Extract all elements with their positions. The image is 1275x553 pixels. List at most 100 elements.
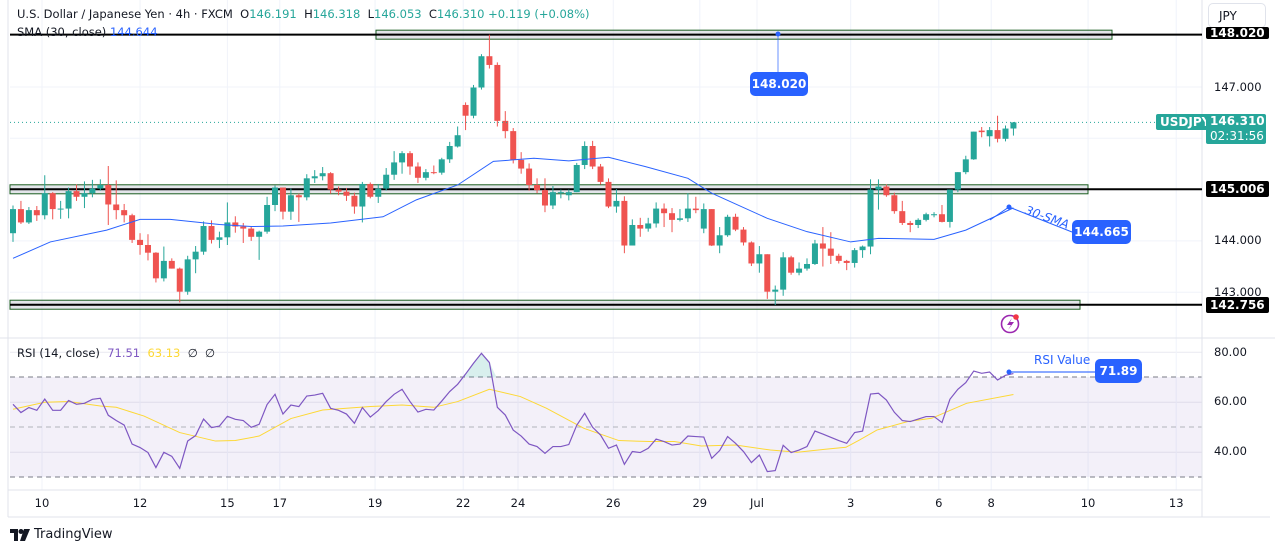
candle-body [716,235,723,246]
candle [653,202,660,228]
candle-body [740,229,747,243]
close-value: 146.310 [436,7,485,21]
lightning-bolt-icon[interactable] [1000,314,1020,334]
high-callout-anchor[interactable] [775,31,781,37]
candle-body [486,56,493,65]
candle-body [669,213,676,220]
candle-body [1002,128,1009,139]
rsi-label[interactable]: RSI Value [1034,353,1091,367]
sma-legend-title: SMA (30, close) [17,25,107,39]
candle [33,206,40,221]
candle-body [851,250,858,263]
candle [931,212,938,218]
candle-body [597,166,604,182]
candle [105,166,112,225]
sma-legend[interactable]: SMA (30, close) 144.644 [17,25,158,39]
candle-body [724,216,731,236]
candle-body [399,153,406,163]
candle-body [541,190,548,206]
sma-callout[interactable]: 144.665 [1072,220,1131,244]
price-tick: 143.000 [1214,285,1262,299]
candle [708,209,715,247]
candle-body [835,255,842,261]
candle [478,54,485,90]
candle [700,203,707,234]
candle-body [414,166,421,178]
symbol-tag: USDJPY [1156,114,1215,130]
candle [81,181,88,209]
candle [399,151,406,174]
candle-body [375,188,382,197]
currency-button[interactable]: JPY [1208,3,1266,28]
candle-body [518,159,525,169]
sma-legend-value: 144.644 [109,25,158,39]
open-value: 146.191 [249,7,297,21]
candle [740,227,747,246]
rsi-ma-line [12,388,1014,453]
candle [49,192,56,220]
candle-body [25,210,32,223]
candle [224,202,231,246]
candle-body [192,251,199,260]
sma-callout-anchor[interactable] [1006,204,1012,210]
candle [962,155,969,175]
candle [621,196,628,254]
rsi-tick: 60.00 [1214,394,1247,408]
logo-text: TradingView [34,527,113,542]
candle [994,115,1001,143]
candle [819,227,826,267]
candle [192,246,199,274]
candle [391,151,398,180]
candle [581,141,588,170]
rsi-legend-value: 71.51 [107,346,141,360]
rsi-callout-anchor[interactable] [1006,369,1012,375]
rsi-legend-na: ∅ [205,346,216,360]
candle-body [351,195,358,207]
candle [184,255,191,295]
candle [534,178,541,194]
candle [1002,125,1009,142]
tradingview-logo[interactable]: TradingView [10,527,113,542]
candle-body [105,184,112,205]
candle [89,179,96,198]
rsi-callout[interactable]: 71.89 [1095,359,1142,383]
candle [835,253,842,264]
candle-body [272,187,279,205]
candle-body [621,200,628,246]
candle [430,165,437,175]
candle-body [224,222,231,238]
candle [859,245,866,258]
candle-body [613,200,620,207]
time-tick: 22 [455,496,471,510]
time-tick: 13 [1168,496,1184,510]
candle-body [661,208,668,214]
candle-body [129,215,136,240]
candle-body [946,189,953,222]
high-callout[interactable]: 148.020 [750,72,808,96]
candle-body [748,242,755,264]
candle-body [875,186,882,190]
candle-body [637,224,644,229]
time-tick: 10 [34,496,50,510]
candle-body [327,173,334,190]
price-tick: 144.000 [1214,233,1262,247]
candle-body [653,208,660,224]
candle [597,163,604,185]
candle-body [494,64,501,121]
candle [232,216,239,233]
candle-body [279,187,286,212]
candle-body [962,159,969,173]
candle-body [796,268,803,273]
candle [383,168,390,191]
candle-body [510,131,517,160]
candle [883,184,890,197]
candle [518,152,525,174]
candle [121,203,128,223]
candle [10,205,16,242]
time-tick: 15 [220,496,235,510]
rsi-legend[interactable]: RSI (14, close) 71.51 63.13 ∅ ∅ [17,346,215,360]
candle-body [915,219,922,225]
symbol-legend[interactable]: U.S. Dollar / Japanese Yen · 4h · FXCM O… [17,7,590,21]
time-tick: 3 [846,496,855,510]
